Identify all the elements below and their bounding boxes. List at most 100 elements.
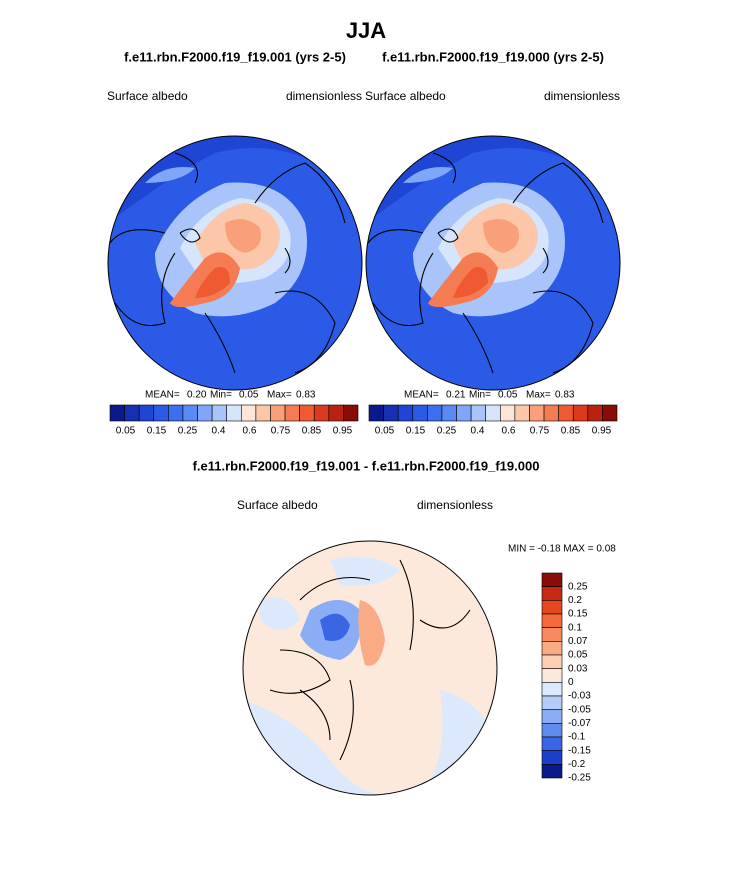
colorbar-box [383, 404, 399, 422]
colorbar-label: 0.15 [406, 426, 426, 437]
panel-subtitle: f.e11.rbn.F2000.f19_f19.001 (yrs 2-5) [124, 49, 346, 64]
colorbar-label: -0.03 [568, 691, 591, 702]
colorbar-label: 0 [568, 677, 574, 688]
map [243, 541, 497, 795]
colorbar-box [541, 654, 563, 669]
colorbar-label: 0.1 [568, 622, 582, 633]
colorbar-box [368, 404, 384, 422]
colorbar-label: 0.07 [568, 636, 588, 647]
colorbar-box [109, 404, 125, 422]
colorbar-label: 0.05 [568, 650, 588, 661]
map [108, 136, 362, 390]
colorbar-box [197, 404, 213, 422]
colorbar-label: 0.05 [375, 426, 395, 437]
map [366, 136, 620, 390]
colorbar-box [211, 404, 228, 422]
stat: 0.83 [296, 390, 316, 401]
colorbar-label: 0.25 [568, 581, 588, 592]
colorbar-box [541, 668, 563, 683]
colorbar-box [168, 404, 184, 422]
colorbar-box [529, 404, 545, 422]
stat: Max= [526, 390, 551, 401]
colorbar-box [441, 404, 457, 422]
colorbar-label: -0.05 [568, 704, 591, 715]
colorbar-box [541, 723, 563, 738]
stat: 0.05 [239, 390, 259, 401]
stat: Max= [267, 390, 292, 401]
right-label: dimensionless [286, 89, 362, 103]
colorbar-box [541, 627, 563, 642]
colorbar-box [485, 404, 501, 422]
stat: 0.05 [498, 390, 518, 401]
colorbar-box [182, 404, 198, 422]
colorbar-box [572, 404, 589, 422]
colorbar-box [541, 586, 563, 601]
colorbar-box [343, 404, 359, 422]
left-label: Surface albedo [107, 89, 188, 103]
colorbar-box [541, 709, 563, 724]
left-label: Surface albedo [365, 89, 446, 103]
colorbar-label: 0.6 [502, 426, 516, 437]
map-border [365, 135, 621, 391]
colorbar-label: 0.15 [568, 609, 588, 620]
colorbar-box [456, 404, 472, 422]
colorbar-box [499, 404, 516, 422]
colorbar-label: 0.75 [530, 426, 550, 437]
colorbar-label: 0.05 [116, 426, 136, 437]
colorbar-box [138, 404, 155, 422]
colorbar-label: 0.6 [243, 426, 257, 437]
stat: Min= [210, 390, 232, 401]
left-label: Surface albedo [237, 498, 318, 512]
colorbar-label: 0.15 [147, 426, 167, 437]
colorbar-box [328, 404, 344, 422]
colorbar-label: 0.85 [302, 426, 322, 437]
colorbar-box [427, 404, 443, 422]
colorbar-box [284, 404, 300, 422]
colorbar-label: 0.25 [178, 426, 198, 437]
colorbar-box [412, 404, 428, 422]
colorbar-box [299, 404, 315, 422]
colorbar-box [541, 641, 563, 656]
map-border [242, 540, 498, 796]
stat: MEAN= [145, 390, 180, 401]
colorbar-box [397, 404, 414, 422]
colorbar-box [587, 404, 603, 422]
colorbar-label: 0.4 [212, 426, 226, 437]
panel-subtitle: f.e11.rbn.F2000.f19_f19.000 (yrs 2-5) [382, 49, 604, 64]
colorbar-box [124, 404, 140, 422]
colorbar-box [541, 600, 563, 615]
colorbar-label: -0.1 [568, 732, 586, 743]
colorbar-label: 0.85 [561, 426, 581, 437]
colorbar-box [313, 404, 330, 422]
colorbar-label: 0.4 [471, 426, 485, 437]
colorbar-label: -0.2 [568, 759, 586, 770]
map-border [107, 135, 363, 391]
stat: MEAN= [404, 390, 439, 401]
colorbar-box [541, 572, 563, 587]
colorbar-box [153, 404, 169, 422]
diff-title: f.e11.rbn.F2000.f19_f19.001 - f.e11.rbn.… [193, 458, 540, 473]
colorbar-box [602, 404, 618, 422]
colorbar-label: -0.15 [568, 745, 591, 756]
colorbar-label: 0.95 [333, 426, 353, 437]
colorbar-box [226, 404, 242, 422]
colorbar-box [541, 613, 563, 628]
colorbar-label: 0.25 [437, 426, 457, 437]
right-label: dimensionless [417, 498, 493, 512]
colorbar-box [543, 404, 559, 422]
colorbar-box [470, 404, 487, 422]
colorbar-box [255, 404, 271, 422]
stat: Min= [469, 390, 491, 401]
right-label: dimensionless [544, 89, 620, 103]
colorbar-box [514, 404, 530, 422]
colorbar-label: 0.75 [271, 426, 291, 437]
stat: 0.21 [446, 390, 466, 401]
colorbar-label: 0.03 [568, 663, 588, 674]
colorbar-box [541, 695, 563, 710]
colorbar-label: 0.2 [568, 595, 582, 606]
stat: 0.83 [555, 390, 575, 401]
stats: MIN = -0.18 MAX = 0.08 [508, 544, 616, 555]
colorbar-label: 0.95 [592, 426, 612, 437]
stat: 0.20 [187, 390, 207, 401]
